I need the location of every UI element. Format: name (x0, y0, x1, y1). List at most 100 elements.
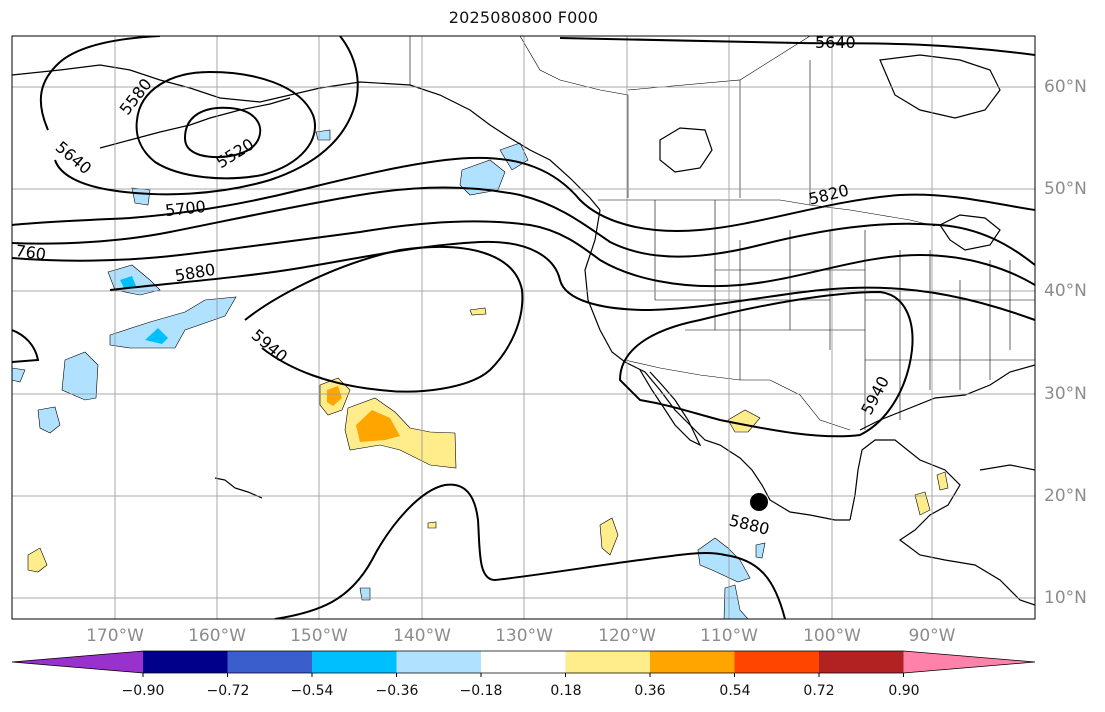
colorbar-tick-label: 0.54 (719, 683, 751, 699)
colorbar (11, 650, 1036, 677)
map-title: 2025080800 F000 (448, 8, 599, 27)
neg-anomaly-region (315, 129, 331, 141)
contour-5820 (12, 220, 1035, 288)
pos-anomaly-region (427, 521, 437, 529)
colorbar-swatch (227, 651, 313, 673)
aleutian-chain (99, 97, 291, 149)
lat-lon-grid (12, 36, 1035, 619)
canada-provinces (519, 36, 811, 205)
state-lines (654, 200, 1035, 430)
height-contours (12, 36, 1035, 619)
contour-5760 (12, 186, 1035, 266)
contour-5940-mexico (618, 290, 914, 438)
caribbean-islands (979, 464, 1035, 471)
contour-5520 (183, 106, 262, 158)
contour-label: 5520 (213, 134, 258, 172)
lon-label: 120°W (598, 626, 656, 646)
colorbar-tick-label: −0.54 (290, 683, 334, 699)
colorbar-swatch (312, 651, 397, 673)
neg-anomaly-region (120, 276, 136, 288)
colorbar-swatch (734, 651, 820, 673)
neg-anomaly-region (61, 351, 99, 401)
neg-anomaly-region (755, 542, 766, 559)
colorbar-tick-label: 0.36 (634, 683, 666, 699)
lon-label: 160°W (188, 626, 246, 646)
contour-5580 (135, 70, 316, 180)
contour-label: 5640 (815, 33, 856, 52)
station-marker (750, 493, 768, 511)
alaska-coast (12, 64, 601, 211)
map-frame (11, 35, 1036, 620)
colorbar-tick-label: −0.36 (375, 683, 419, 699)
canada-lakes (659, 127, 713, 173)
lon-label: 90°W (908, 626, 956, 646)
colorbar-tick-label: −0.18 (459, 683, 503, 699)
lat-label: 30°N (1044, 384, 1087, 404)
contour-5640-north (559, 37, 1035, 56)
neg-anomaly-region (37, 406, 61, 434)
colorbar-tick-label: 0.18 (550, 683, 582, 699)
colorbar-tick-label: 0.90 (888, 683, 920, 699)
colorbar-swatch (819, 651, 904, 673)
pos-anomaly-region (936, 471, 949, 491)
colorbar-tick-label: −0.90 (121, 683, 165, 699)
pos-anomaly-region (599, 517, 619, 556)
anomaly-fills (12, 129, 949, 619)
lon-label: 140°W (393, 626, 451, 646)
baja-peninsula (639, 369, 702, 447)
lat-label: 60°N (1044, 77, 1087, 97)
neg-anomaly-region (12, 367, 26, 383)
neg-anomaly-region (145, 328, 168, 344)
lon-label: 110°W (700, 626, 758, 646)
pos-anomaly-region (469, 307, 487, 316)
lat-label: 20°N (1044, 486, 1087, 506)
us-mexico-border (624, 359, 851, 431)
north-america-west-coast (584, 209, 850, 521)
pos-anomaly-region (356, 410, 400, 442)
contour-5700 (12, 156, 1035, 232)
contour-5880 (109, 240, 1035, 321)
contour-5640-low (39, 36, 359, 196)
colorbar-swatch (143, 651, 228, 673)
contour-label: 5580 (116, 75, 156, 119)
coastlines (12, 54, 1035, 606)
lon-label: 150°W (290, 626, 348, 646)
mexico-yucatan (849, 439, 1035, 606)
colorbar-swatch (565, 651, 651, 673)
neg-anomaly-region (359, 587, 371, 601)
colorbar-tick-label: 0.72 (803, 683, 835, 699)
pos-anomaly-region (727, 409, 761, 433)
hudson-bay (879, 54, 1001, 119)
neg-anomaly-region (109, 296, 237, 349)
colorbar-extend-max (903, 651, 1035, 673)
neg-anomaly-region (723, 584, 749, 619)
colorbar-swatch (396, 651, 482, 673)
neg-anomaly-region (697, 537, 751, 583)
colorbar-swatch (650, 651, 735, 673)
colorbar-swatch (481, 651, 566, 673)
pos-anomaly-region (327, 386, 342, 406)
hawaii (214, 477, 263, 499)
lon-label: 100°W (803, 626, 861, 646)
state-borders (409, 36, 1035, 431)
us-canada-border (598, 199, 936, 227)
contour-label: 5880 (173, 260, 216, 286)
contour-label: 760 (14, 241, 47, 264)
lat-label: 50°N (1044, 179, 1087, 199)
pos-anomaly-region (914, 491, 931, 516)
contour-5940-pacific (244, 246, 524, 393)
lon-label: 170°W (86, 626, 144, 646)
neg-anomaly-region (131, 187, 151, 206)
contour-label: 5880 (727, 511, 771, 539)
lat-label: 10°N (1044, 588, 1087, 608)
contour-5580-left (12, 329, 40, 363)
contour-5880-south (274, 483, 786, 619)
great-lakes (939, 214, 1001, 251)
neg-anomaly-region (459, 159, 506, 196)
gulf-coast (859, 364, 1035, 431)
colorbar-tick-label: −0.72 (206, 683, 250, 699)
lon-label: 130°W (495, 626, 553, 646)
contour-label: 5940 (248, 325, 291, 366)
